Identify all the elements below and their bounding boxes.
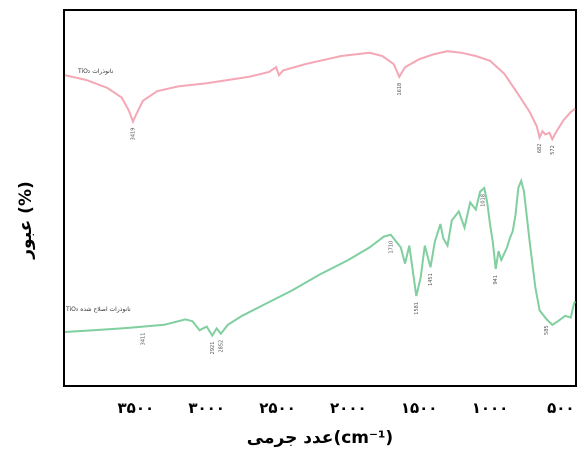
peak-label-s1-3: 682	[537, 144, 543, 154]
peak-label-s2-3: 2852	[218, 340, 224, 353]
x-axis-title: عدد جرمی(cm⁻¹)	[246, 428, 394, 448]
x-tick-label-1000: ۱۰۰۰	[472, 399, 509, 417]
peak-label-s2-4: 1710	[388, 241, 394, 254]
peak-label-s1-1: 3419	[131, 128, 137, 141]
x-tick-label-3500: ۳۵۰۰	[118, 399, 155, 417]
peak-label-s2-8: 941	[493, 275, 499, 285]
peak-label-s2-2: 2921	[210, 342, 216, 355]
peak-label-s1-4: 572	[550, 145, 556, 155]
series-line-2	[64, 177, 576, 338]
legend-label-1: نانوذرات TiO₂	[77, 68, 114, 75]
plot-frame	[63, 9, 577, 387]
x-tick-labels: ۳۵۰۰ ۳۰۰۰ ۲۵۰۰ ۲۰۰۰ ۱۵۰۰ ۱۰۰۰ ۵۰۰	[118, 399, 575, 417]
series-layer	[64, 50, 576, 338]
peak-label-s2-9: 585	[544, 325, 550, 335]
peak-label-s1-2: 1618	[397, 83, 403, 96]
x-tick-label-2000: ۲۰۰۰	[330, 399, 367, 417]
series-line-1	[64, 50, 576, 142]
legend-label-2: نانوذرات اصلاح شده TiO₂	[65, 306, 131, 313]
x-tick-label-3000: ۳۰۰۰	[188, 399, 225, 417]
x-tick-label-500: ۵۰۰	[547, 399, 574, 417]
y-axis-title: عبور (%)	[16, 181, 36, 259]
peak-label-s2-5: 1581	[414, 302, 420, 315]
y-axis-title-wrap: عبور (%)	[6, 150, 46, 290]
x-tick-label-1500: ۱۵۰۰	[401, 399, 438, 417]
x-tick-label-2500: ۲۵۰۰	[259, 399, 296, 417]
legend-layer: نانوذرات TiO₂ نانوذرات اصلاح شده TiO₂	[65, 68, 131, 313]
annotation-layer: 3419 1618 682 572 3411 2921 2852 1710 1581 1451 10…	[131, 83, 556, 355]
peak-label-s2-6: 1451	[428, 273, 434, 286]
peak-label-s2-7: 1018	[480, 194, 486, 207]
peak-label-s2-1: 3411	[140, 333, 146, 346]
